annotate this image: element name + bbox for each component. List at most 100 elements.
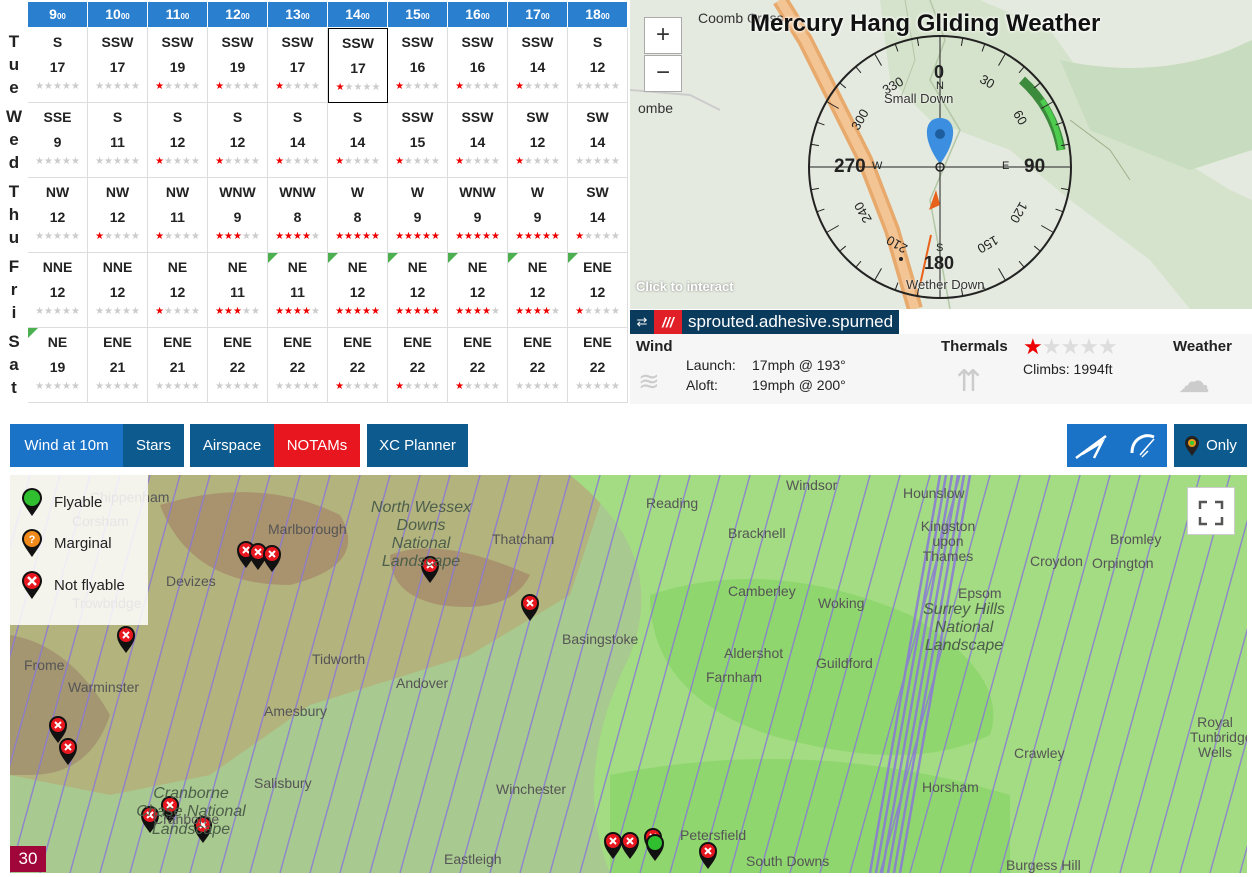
forecast-cell[interactable]: ENE 22 ★★★★★: [388, 328, 448, 403]
hang-glider-filter-button[interactable]: [1067, 424, 1117, 467]
stars-button[interactable]: Stars: [123, 424, 184, 467]
forecast-cell[interactable]: SW 12 ★★★★★: [508, 103, 568, 178]
wind-speed: 12: [589, 59, 606, 75]
forecast-cell[interactable]: S 17 ★★★★★: [28, 28, 88, 103]
forecast-cell[interactable]: ENE 22 ★★★★★: [448, 328, 508, 403]
forecast-cell[interactable]: W 9 ★★★★★: [388, 178, 448, 253]
what3words-bar[interactable]: ⇄ /// sprouted.adhesive.spurned: [630, 310, 900, 334]
fullscreen-button[interactable]: [1187, 487, 1235, 535]
forecast-cell[interactable]: WNW 9 ★★★★★: [208, 178, 268, 253]
forecast-cell[interactable]: SSW 17 ★★★★★: [268, 28, 328, 103]
star-rating: ★★★★★: [448, 156, 507, 167]
star-icon: ★: [575, 231, 585, 242]
w3w-address[interactable]: sprouted.adhesive.spurned: [682, 310, 900, 334]
xc-planner-button[interactable]: XC Planner: [367, 424, 468, 467]
forecast-cell[interactable]: SSW 16 ★★★★★: [388, 28, 448, 103]
notams-button[interactable]: NOTAMs: [274, 424, 360, 467]
forecast-cell[interactable]: S 14 ★★★★★: [328, 103, 388, 178]
star-icon: ★: [53, 306, 62, 317]
region-map[interactable]: Reading Windsor Hounslow Kingston upon Tham…: [10, 475, 1247, 873]
wind-at-10m-button[interactable]: Wind at 10m: [10, 424, 123, 467]
star-icon: ★: [593, 381, 602, 392]
not-flyable-site-pin[interactable]: [604, 832, 622, 859]
compass-tick: [810, 143, 819, 147]
wind-direction: NNE: [102, 259, 133, 275]
forecast-cell[interactable]: ENE 21 ★★★★★: [88, 328, 148, 403]
star-icon: ★: [473, 81, 482, 92]
forecast-cell[interactable]: NE 12 ★★★★★: [388, 253, 448, 328]
star-icon: ★: [361, 306, 371, 317]
not-flyable-site-pin[interactable]: [49, 716, 67, 743]
forecast-cell[interactable]: SSW 17 ★★★★★: [88, 28, 148, 103]
wind-direction: SSW: [161, 34, 194, 50]
not-flyable-site-pin[interactable]: [699, 842, 717, 869]
forecast-cell[interactable]: S 12 ★★★★★: [148, 103, 208, 178]
forecast-cell[interactable]: S 14 ★★★★★: [268, 103, 328, 178]
forecast-cell[interactable]: NE 12 ★★★★★: [508, 253, 568, 328]
wind-streamline: [309, 475, 421, 873]
forecast-cell[interactable]: ENE 22 ★★★★★: [568, 328, 628, 403]
zoom-out-button[interactable]: −: [644, 55, 682, 92]
compass-letter-s: S: [936, 242, 944, 254]
not-flyable-site-pin[interactable]: [59, 738, 77, 765]
forecast-cell[interactable]: NE 11 ★★★★★: [268, 253, 328, 328]
not-flyable-site-pin[interactable]: [621, 832, 639, 859]
forecast-cell[interactable]: SSW 16 ★★★★★: [448, 28, 508, 103]
forecast-cell[interactable]: NE 12 ★★★★★: [328, 253, 388, 328]
forecast-cell[interactable]: SW 14 ★★★★★: [568, 178, 628, 253]
good-conditions-flag-icon: [388, 253, 398, 263]
forecast-cell[interactable]: NE 12 ★★★★★: [148, 253, 208, 328]
not-flyable-site-pin[interactable]: [521, 594, 539, 621]
not-flyable-site-pin[interactable]: [117, 626, 135, 653]
forecast-cell[interactable]: S 12 ★★★★★: [208, 103, 268, 178]
forecast-cell[interactable]: NW 12 ★★★★★: [88, 178, 148, 253]
forecast-cell[interactable]: S 12 ★★★★★: [568, 28, 628, 103]
forecast-cell[interactable]: SSW 19 ★★★★★: [148, 28, 208, 103]
star-icon: ★: [113, 81, 122, 92]
forecast-cell[interactable]: W 9 ★★★★★: [508, 178, 568, 253]
zoom-in-button[interactable]: +: [644, 17, 682, 54]
forecast-cell[interactable]: NE 12 ★★★★★: [448, 253, 508, 328]
forecast-cell[interactable]: SSW 17 ★★★★★: [328, 28, 388, 103]
forecast-cell[interactable]: ENE 12 ★★★★★: [568, 253, 628, 328]
star-icon: ★: [95, 381, 105, 392]
forecast-cell[interactable]: SW 14 ★★★★★: [568, 103, 628, 178]
forecast-cell[interactable]: NNE 12 ★★★★★: [28, 253, 88, 328]
not-flyable-site-pin[interactable]: [263, 545, 281, 572]
site-map[interactable]: Coomb Cross ombe + − Mercury Hang Glidin…: [630, 0, 1252, 309]
not-flyable-site-pin[interactable]: [161, 796, 179, 823]
map-place-label: Camberley: [728, 583, 796, 599]
star-icon: ★: [395, 306, 405, 317]
forecast-cell[interactable]: W 8 ★★★★★: [328, 178, 388, 253]
forecast-cell[interactable]: WNW 9 ★★★★★: [448, 178, 508, 253]
wind-streamline: [189, 475, 301, 873]
only-flyable-button[interactable]: Only: [1174, 424, 1247, 467]
not-flyable-site-pin[interactable]: [421, 556, 439, 583]
wind-direction: ENE: [583, 259, 612, 275]
forecast-cell[interactable]: SSW 14 ★★★★★: [448, 103, 508, 178]
forecast-cell[interactable]: NW 11 ★★★★★: [148, 178, 208, 253]
forecast-cell[interactable]: SSE 9 ★★★★★: [28, 103, 88, 178]
paraglider-filter-button[interactable]: [1117, 424, 1167, 467]
forecast-cell[interactable]: WNW 8 ★★★★★: [268, 178, 328, 253]
forecast-cell[interactable]: ENE 22 ★★★★★: [268, 328, 328, 403]
forecast-cell[interactable]: SSW 15 ★★★★★: [388, 103, 448, 178]
forecast-cell[interactable]: S 11 ★★★★★: [88, 103, 148, 178]
forecast-cell[interactable]: NNE 12 ★★★★★: [88, 253, 148, 328]
forecast-cell[interactable]: NE 19 ★★★★★: [28, 328, 88, 403]
forecast-cell[interactable]: NE 11 ★★★★★: [208, 253, 268, 328]
star-icon: ★: [301, 156, 311, 167]
flyable-site-pin[interactable]: [646, 834, 664, 861]
airspace-button[interactable]: Airspace: [190, 424, 274, 467]
forecast-cell[interactable]: ENE 22 ★★★★★: [208, 328, 268, 403]
forecast-cell[interactable]: NW 12 ★★★★★: [28, 178, 88, 253]
not-flyable-site-pin[interactable]: [194, 816, 212, 843]
forecast-cell[interactable]: ENE 22 ★★★★★: [328, 328, 388, 403]
star-icon: ★: [121, 81, 131, 92]
not-flyable-site-pin[interactable]: [249, 543, 267, 570]
forecast-cell[interactable]: SSW 19 ★★★★★: [208, 28, 268, 103]
forecast-cell[interactable]: ENE 22 ★★★★★: [508, 328, 568, 403]
forecast-cell[interactable]: SSW 14 ★★★★★: [508, 28, 568, 103]
not-flyable-site-pin[interactable]: [141, 806, 159, 833]
forecast-cell[interactable]: ENE 21 ★★★★★: [148, 328, 208, 403]
